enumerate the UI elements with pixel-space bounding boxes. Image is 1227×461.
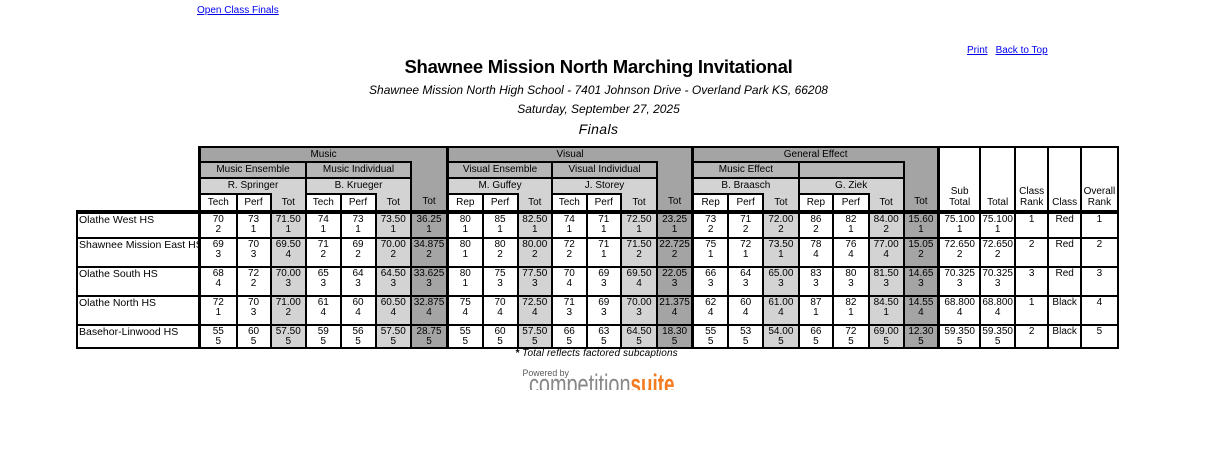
svg-text:competition: competition: [529, 372, 631, 390]
svg-text:suite: suite: [630, 372, 674, 390]
